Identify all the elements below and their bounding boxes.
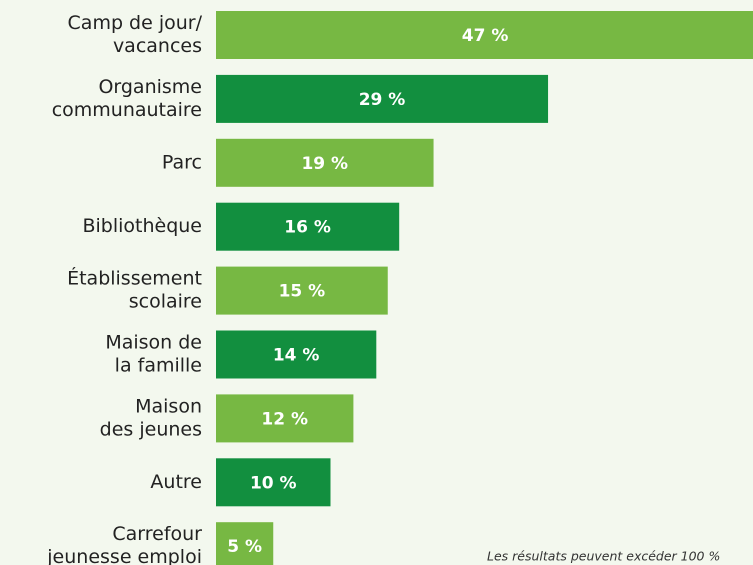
value-label: 15 % bbox=[279, 282, 326, 302]
bar bbox=[216, 138, 434, 187]
bar bbox=[216, 458, 331, 507]
note: Les résultats peuvent excéder 100 % bbox=[487, 549, 720, 564]
value-label: 12 % bbox=[261, 409, 308, 429]
category-label: communautaire bbox=[52, 99, 202, 121]
value-label: 19 % bbox=[301, 154, 348, 174]
bar bbox=[216, 74, 549, 123]
category-label: Carrefour bbox=[112, 523, 202, 545]
category-label: jeunesse emploi bbox=[46, 546, 202, 565]
bar bbox=[216, 11, 753, 59]
category-label: des jeunes bbox=[100, 418, 202, 440]
category-label: vacances bbox=[113, 35, 202, 57]
category-label: Maison de bbox=[105, 332, 202, 354]
category-label: la famille bbox=[115, 355, 202, 377]
category-label: Camp de jour/ bbox=[68, 12, 203, 34]
bar bbox=[216, 394, 354, 443]
category-label: Parc bbox=[162, 151, 202, 173]
value-label: 47 % bbox=[462, 26, 509, 46]
value-label: 10 % bbox=[250, 473, 297, 493]
category-label: Maison bbox=[135, 395, 202, 417]
category-label: Autre bbox=[150, 471, 202, 493]
bar bbox=[216, 266, 388, 315]
value-label: 5 % bbox=[227, 537, 262, 557]
bar bbox=[216, 202, 400, 251]
category-label: Organisme bbox=[98, 76, 202, 98]
value-label: 16 % bbox=[284, 218, 331, 238]
category-label: Établissement bbox=[67, 267, 202, 290]
bar bbox=[216, 522, 274, 565]
category-label: Bibliothèque bbox=[82, 215, 202, 237]
value-label: 29 % bbox=[359, 90, 406, 110]
category-label: scolaire bbox=[129, 291, 202, 313]
bar bbox=[216, 330, 377, 379]
value-label: 14 % bbox=[273, 346, 320, 366]
